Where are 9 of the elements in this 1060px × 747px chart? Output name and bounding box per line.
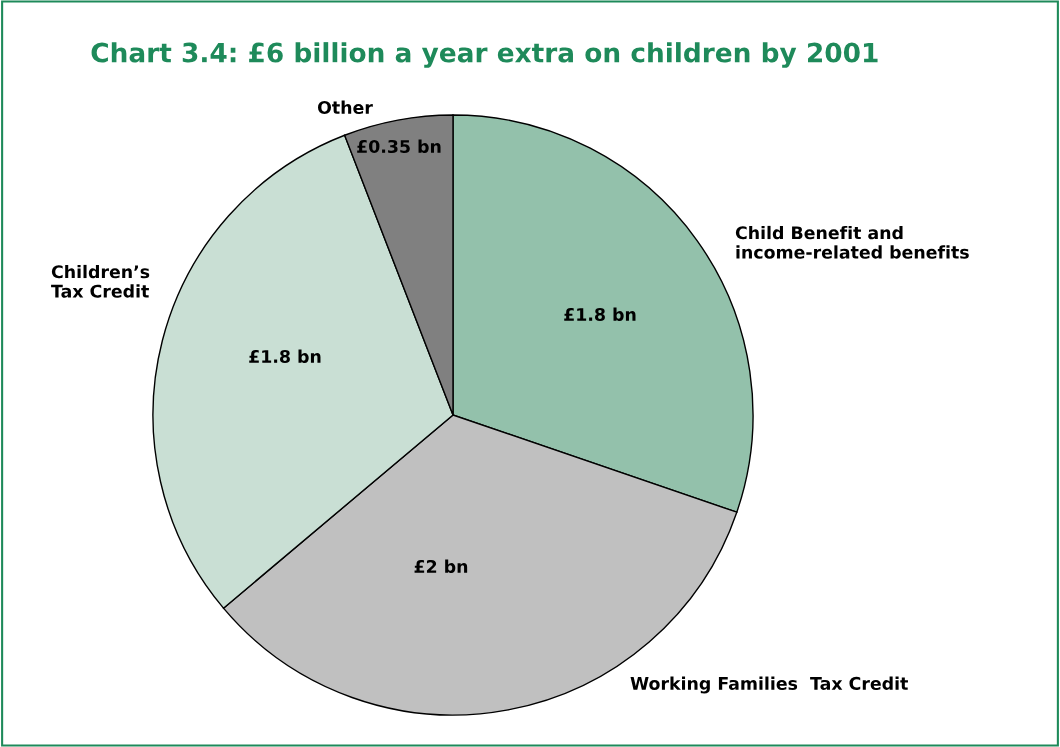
slice-label: Children’s Tax Credit	[51, 264, 150, 298]
data-label: £2 bn	[414, 559, 468, 574]
chart-title: Chart 3.4: £6 billion a year extra on children by 2001	[91, 42, 878, 68]
data-label: £1.8 bn	[249, 349, 321, 364]
data-label: £0.35 bn	[357, 139, 441, 154]
slice-label: Working Families Tax Credit	[630, 676, 908, 694]
slice-label: Other	[317, 100, 373, 115]
slice-label: Child Benefit and income-related benefits	[735, 225, 969, 259]
data-label: £1.8 bn	[564, 307, 636, 322]
